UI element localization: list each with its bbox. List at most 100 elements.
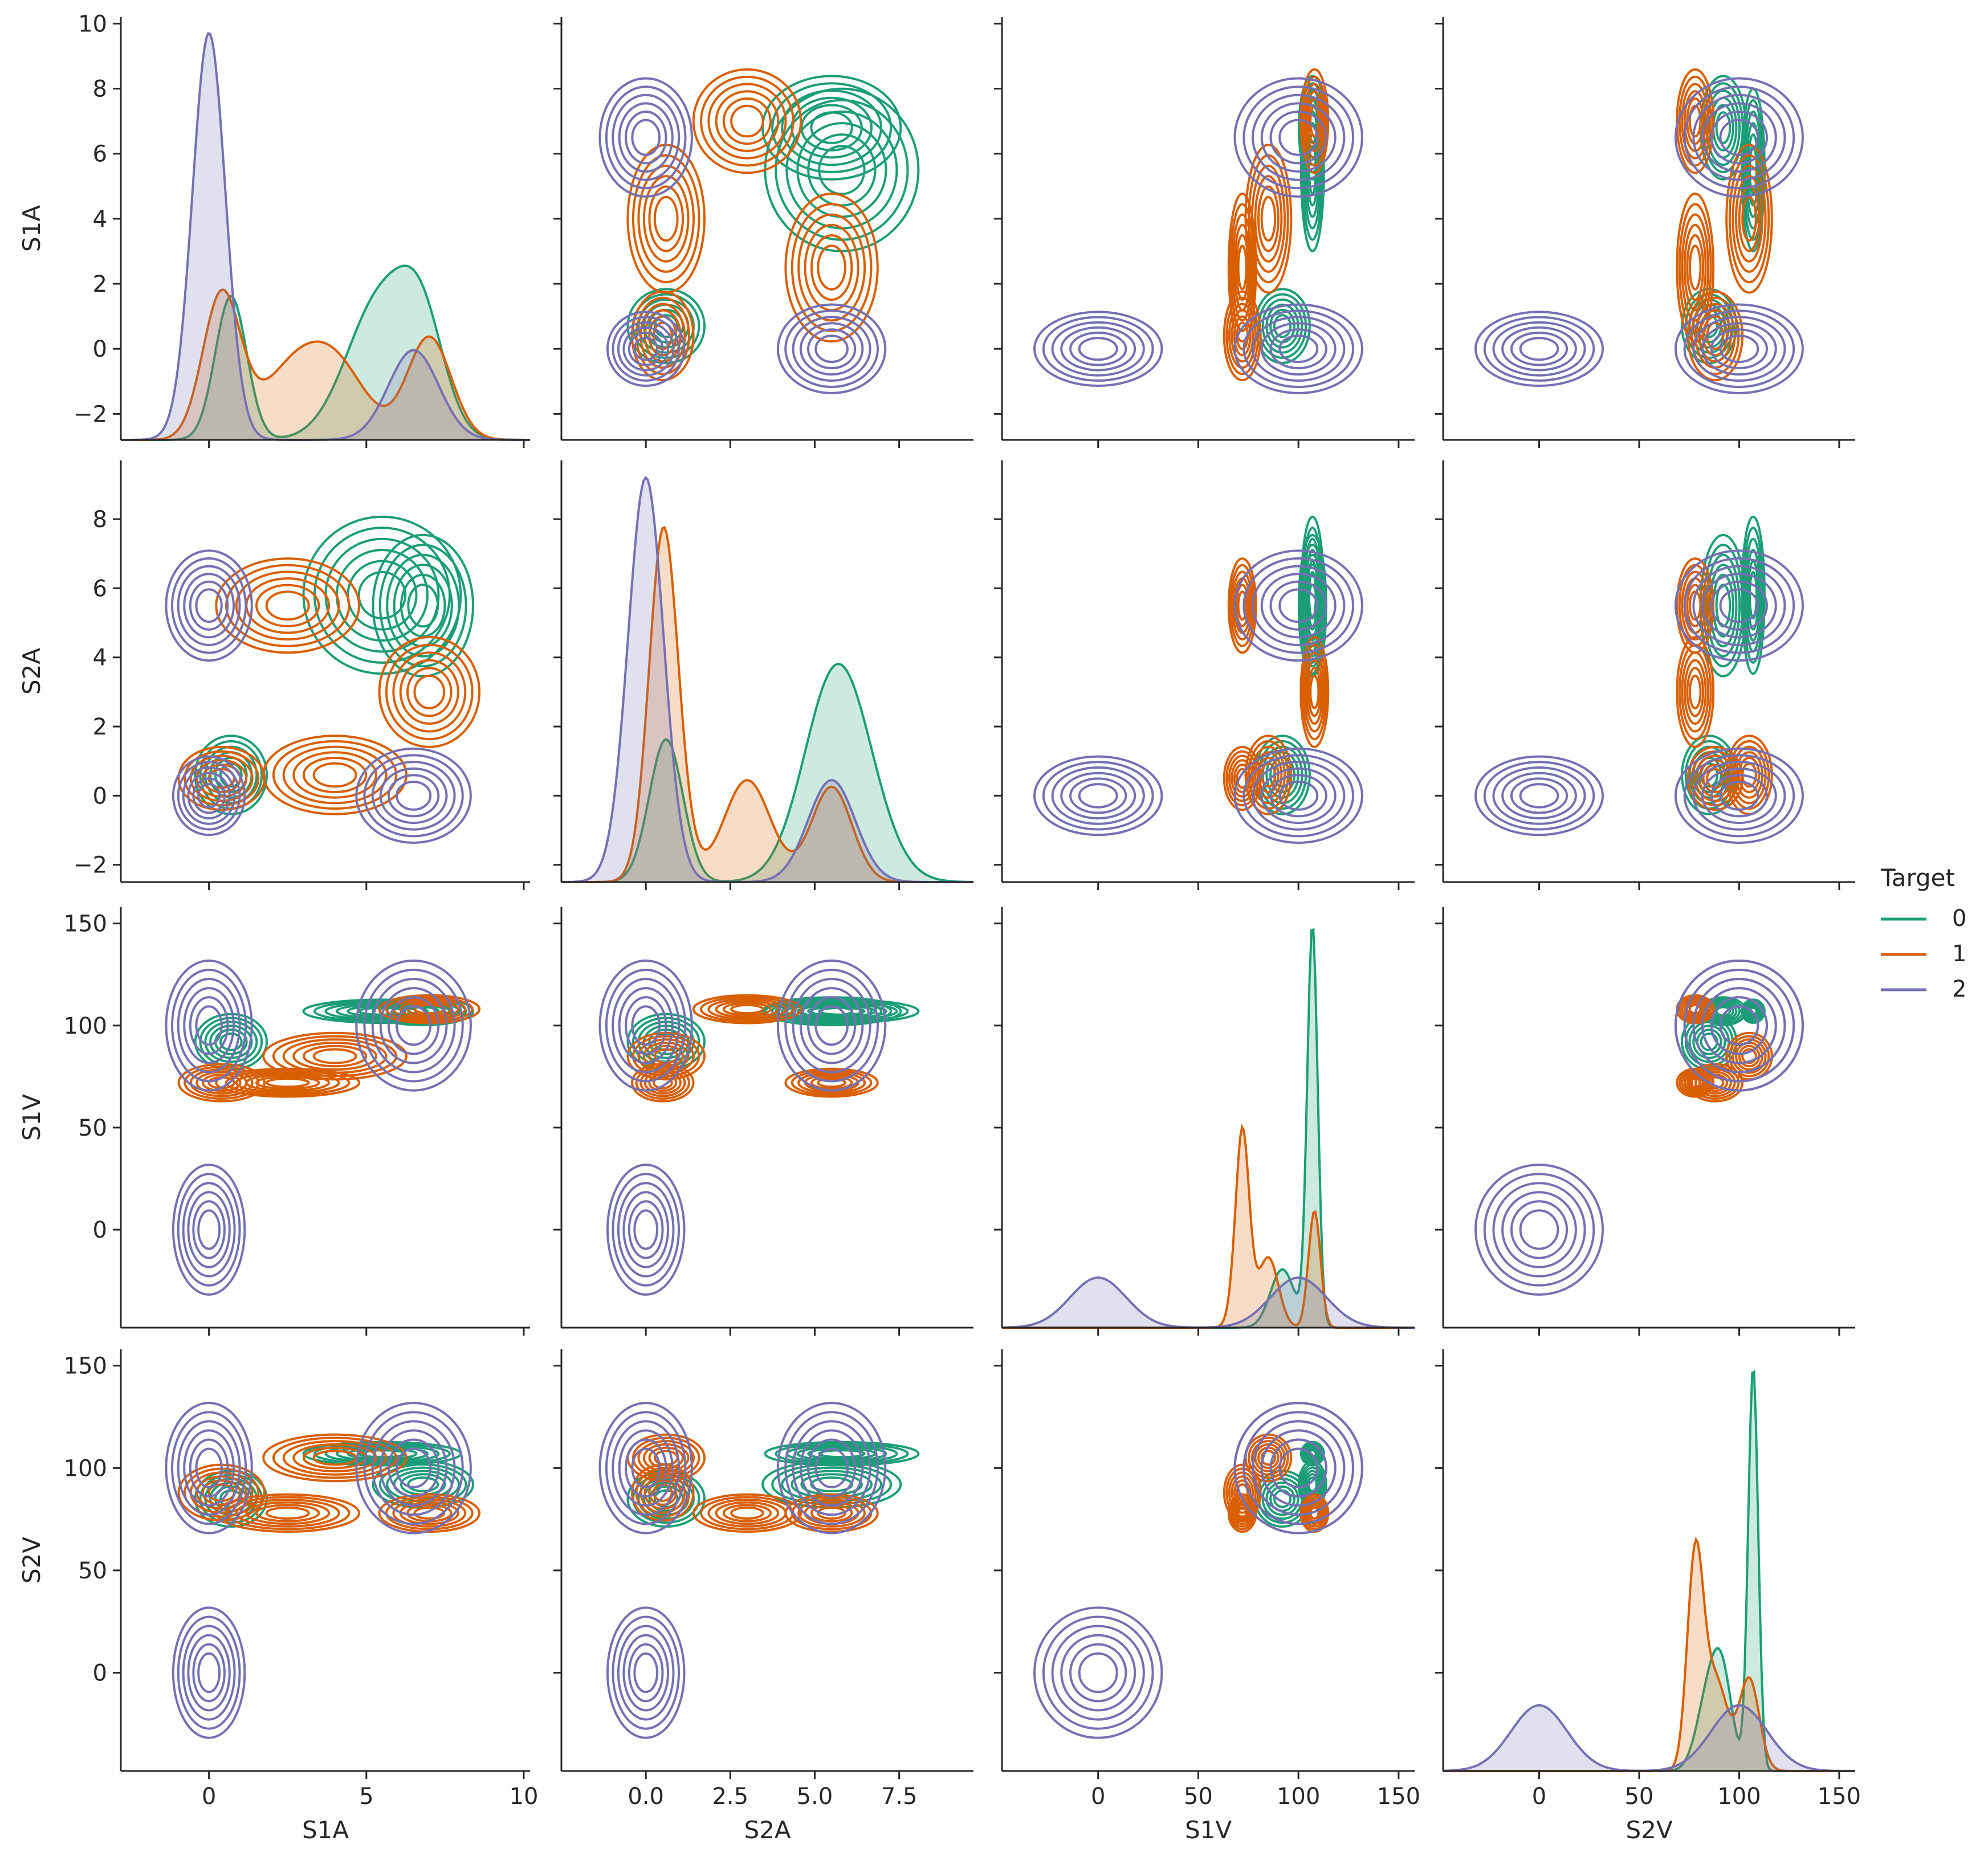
contour-series-2-cluster-1 xyxy=(1233,549,1363,662)
y-tick-label-S2A: −2 xyxy=(74,852,107,879)
kde-fill-S2V-series-1 xyxy=(1443,1539,1855,1771)
contour-series-1-cluster-1 xyxy=(784,192,879,343)
contour-series-2-cluster-0 xyxy=(177,1173,241,1287)
contour-series-1-cluster-1 xyxy=(265,590,310,621)
contour-series-2-cluster-1 xyxy=(1710,580,1768,631)
contour-series-0-cluster-1 xyxy=(810,111,853,144)
contour-series-2-cluster-1 xyxy=(1692,316,1786,382)
contour-series-2-cluster-0 xyxy=(172,755,246,836)
contour-series-1-cluster-1 xyxy=(797,213,866,322)
contour-series-2-cluster-1 xyxy=(1278,334,1319,364)
contour-series-1-cluster-3 xyxy=(1732,164,1767,273)
contour-series-1-cluster-3 xyxy=(1257,185,1280,252)
y-tick-label-S2A: 2 xyxy=(93,714,107,740)
contour-series-2-cluster-2 xyxy=(1233,747,1363,844)
contour-series-2-cluster-0 xyxy=(612,316,680,382)
contour-series-2-cluster-1 xyxy=(183,1429,235,1507)
contour-series-2-cluster-0 xyxy=(1060,1634,1136,1712)
contour-series-2-cluster-2 xyxy=(625,996,667,1055)
y-tick-label-S2V: 100 xyxy=(64,1455,107,1482)
contour-series-1-cluster-3 xyxy=(632,154,700,284)
kde-line-S1A-series-0 xyxy=(121,264,530,441)
contour-series-2-cluster-2 xyxy=(1674,77,1804,198)
x-axis-label-S2A: S2A xyxy=(744,1816,791,1844)
contour-series-1-cluster-1 xyxy=(817,1077,846,1088)
contour-series-2-cluster-0 xyxy=(177,1615,241,1730)
contour-series-1-cluster-3 xyxy=(1741,1048,1757,1064)
contour-series-2-cluster-0 xyxy=(1033,311,1163,387)
contour-series-1-cluster-3 xyxy=(282,745,388,805)
y-axis-label-S2A: S2A xyxy=(18,648,46,695)
contour-series-2-cluster-2 xyxy=(1278,781,1319,811)
contour-series-2-cluster-0 xyxy=(617,321,675,377)
y-tick-label-S2A: 8 xyxy=(93,507,107,533)
contour-series-2-cluster-1 xyxy=(177,978,241,1074)
contour-series-1-cluster-0 xyxy=(1236,768,1249,789)
contour-series-2-cluster-1 xyxy=(807,996,857,1055)
contour-series-2-cluster-0 xyxy=(1492,321,1586,377)
contour-series-1-cluster-1 xyxy=(1683,223,1707,312)
contour-series-2-cluster-2 xyxy=(1252,1420,1346,1516)
contour-series-1-cluster-1 xyxy=(245,1501,331,1525)
contour-series-1-cluster-1 xyxy=(1676,1067,1715,1098)
y-axis-label-S2V: S2V xyxy=(18,1537,46,1584)
contour-series-1-cluster-0 xyxy=(639,1471,686,1514)
contour-series-2-cluster-1 xyxy=(1719,334,1759,364)
contour-series-1-cluster-2 xyxy=(1681,651,1710,733)
contour-series-2-cluster-0 xyxy=(187,772,231,820)
contour-series-1-cluster-2 xyxy=(707,998,787,1021)
contour-series-1-cluster-1 xyxy=(1237,590,1248,621)
contour-series-2-cluster-2 xyxy=(625,111,667,165)
contour-series-2-cluster-0 xyxy=(187,1634,231,1712)
y-tick-label-S2A: 0 xyxy=(93,783,107,809)
contour-series-2-cluster-2 xyxy=(605,1411,687,1525)
contour-series-1-cluster-0 xyxy=(631,1063,695,1103)
contour-series-1-cluster-3 xyxy=(1735,175,1763,263)
contour-series-1-cluster-1 xyxy=(245,577,331,634)
contour-series-2-cluster-0 xyxy=(1042,1615,1154,1730)
contour-series-2-cluster-2 xyxy=(1233,77,1363,198)
panel-S1V-vs-S1V xyxy=(994,907,1415,1336)
contour-series-2-cluster-2 xyxy=(355,747,472,844)
contour-series-2-cluster-1 xyxy=(177,1420,241,1516)
y-tick-label-S2V: 0 xyxy=(93,1660,107,1687)
contour-series-1-cluster-2 xyxy=(1307,667,1322,717)
contour-series-1-cluster-2 xyxy=(715,90,780,152)
x-tick-label-S2A: 5.0 xyxy=(797,1784,833,1810)
y-tick-label-S1A: −2 xyxy=(74,401,107,427)
contour-series-1-cluster-3 xyxy=(1248,1437,1289,1479)
contour-series-1-cluster-1 xyxy=(1688,1077,1702,1088)
contour-series-1-cluster-0 xyxy=(1225,1467,1260,1518)
contour-series-2-cluster-2 xyxy=(1278,1447,1319,1489)
contour-series-1-cluster-1 xyxy=(1686,234,1705,301)
contour-series-2-cluster-0 xyxy=(197,783,221,809)
panel-S1A-vs-S2V xyxy=(1435,17,1855,448)
contour-series-2-cluster-1 xyxy=(1269,580,1327,631)
contour-series-1-cluster-2 xyxy=(385,643,474,741)
contour-series-1-cluster-1 xyxy=(1227,557,1257,654)
kde-fill-S1V-series-1 xyxy=(1002,1127,1415,1328)
contour-series-1-cluster-1 xyxy=(1237,1506,1248,1520)
contour-series-2-cluster-2 xyxy=(387,996,440,1055)
contour-series-1-cluster-3 xyxy=(1728,1035,1770,1078)
contour-series-2-cluster-2 xyxy=(598,959,693,1092)
contour-series-1-cluster-3 xyxy=(642,175,690,263)
contour-series-2-cluster-2 xyxy=(1701,102,1777,173)
contour-series-2-cluster-0 xyxy=(1519,783,1559,809)
contour-series-2-cluster-2 xyxy=(1719,781,1759,811)
panel-S2A-vs-S2A xyxy=(553,460,974,890)
contour-series-2-cluster-0 xyxy=(182,1182,236,1278)
contour-series-2-cluster-0 xyxy=(1051,1625,1145,1721)
contour-series-2-cluster-0 xyxy=(1042,316,1154,382)
contour-series-2-cluster-1 xyxy=(814,334,849,364)
y-tick-label-S2A: 4 xyxy=(93,645,107,671)
contour-series-1-cluster-1 xyxy=(265,1077,310,1088)
contour-series-2-cluster-2 xyxy=(631,119,661,156)
contour-series-1-cluster-3 xyxy=(1250,1440,1286,1476)
y-tick-label-S1A: 10 xyxy=(78,11,107,37)
contour-series-1-cluster-1 xyxy=(1235,583,1250,627)
contour-series-2-cluster-0 xyxy=(1078,337,1118,361)
contour-series-1-cluster-0 xyxy=(1223,290,1262,382)
panel-S2V-vs-S2A: 0.0 2.5 5.0 7.5 S2A xyxy=(553,1349,973,1844)
